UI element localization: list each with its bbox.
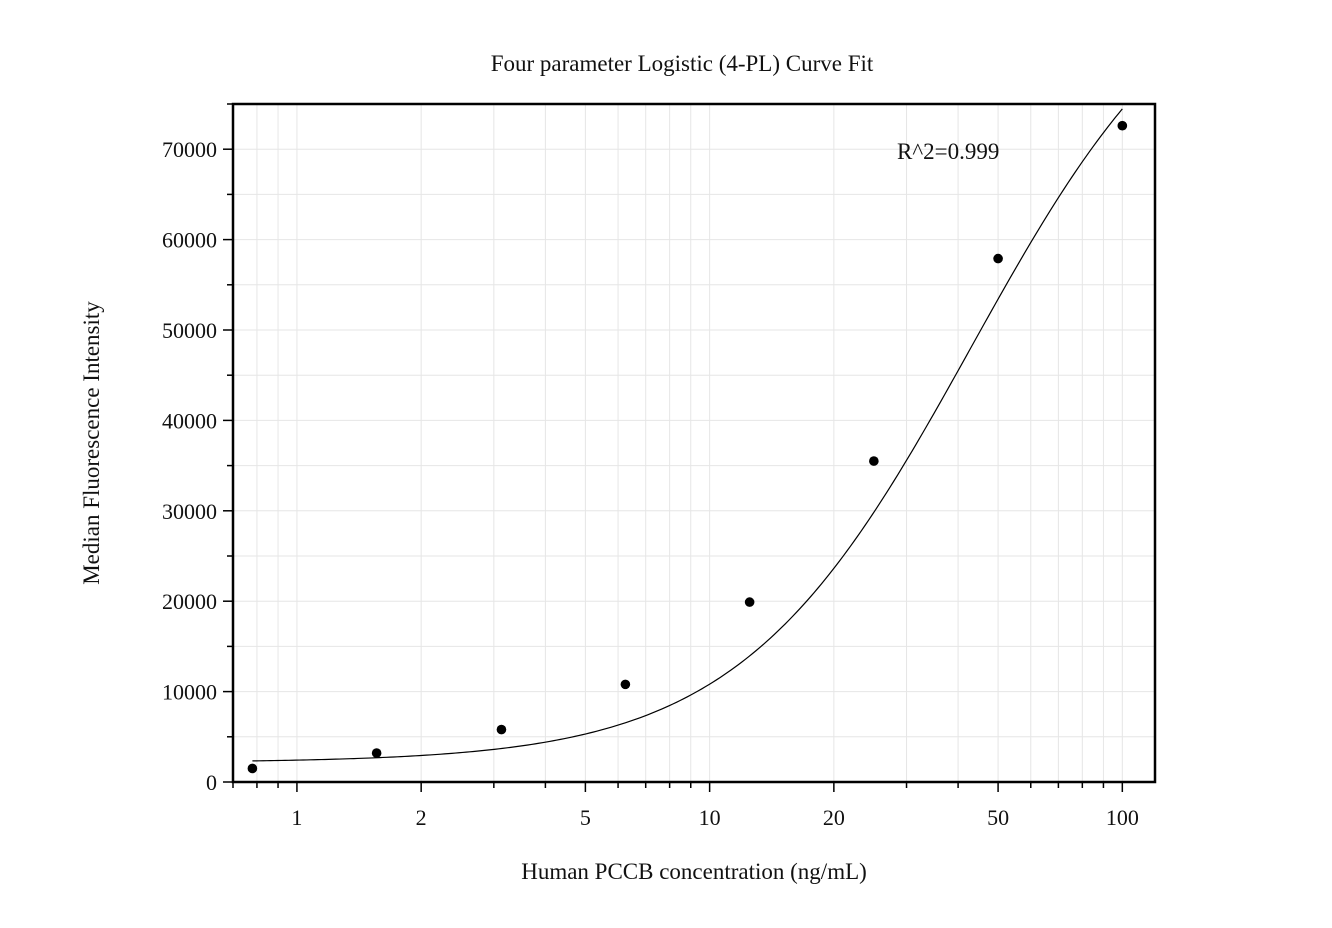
data-point: [371, 748, 382, 758]
ticks: [223, 103, 1124, 792]
y-tick-label: 0: [206, 770, 217, 795]
fit-curve: [252, 108, 1123, 762]
grid: [232, 103, 1155, 782]
y-tick-labels: 0 10000 20000 30000 40000 50000 60000 70000: [162, 137, 217, 795]
x-tick-label: 20: [823, 805, 845, 830]
x-tick-labels: 1 2 5 10 20 50 100: [291, 805, 1138, 830]
y-tick-label: 70000: [162, 137, 217, 162]
chart-title: Four parameter Logistic (4-PL) Curve Fit: [491, 51, 874, 76]
data-point: [744, 597, 755, 607]
x-tick-label: 50: [987, 805, 1009, 830]
y-tick-label: 20000: [162, 589, 217, 614]
x-tick-label: 100: [1106, 805, 1139, 830]
y-tick-label: 40000: [162, 408, 217, 433]
x-tick-label: 10: [699, 805, 721, 830]
x-tick-label: 1: [291, 805, 302, 830]
data-point: [869, 456, 879, 466]
y-axis-label: Median Fluorescence Intensity: [79, 301, 104, 585]
plot-frame: [231, 102, 1157, 784]
x-axis-label: Human PCCB concentration (ng/mL): [521, 859, 867, 884]
data-point: [1117, 120, 1128, 131]
data-point: [993, 253, 1003, 264]
points-layer: [247, 120, 1128, 774]
y-tick-label: 10000: [162, 680, 217, 705]
y-tick-label: 30000: [162, 499, 217, 524]
data-point: [620, 679, 631, 690]
data-point: [247, 763, 258, 774]
curve-layer: [252, 108, 1123, 762]
r-squared-annotation: R^2=0.999: [897, 139, 999, 164]
y-tick-label: 50000: [162, 318, 217, 343]
x-tick-label: 2: [416, 805, 427, 830]
x-tick-label: 5: [580, 805, 591, 830]
y-tick-label: 60000: [162, 228, 217, 253]
data-point: [496, 724, 507, 735]
